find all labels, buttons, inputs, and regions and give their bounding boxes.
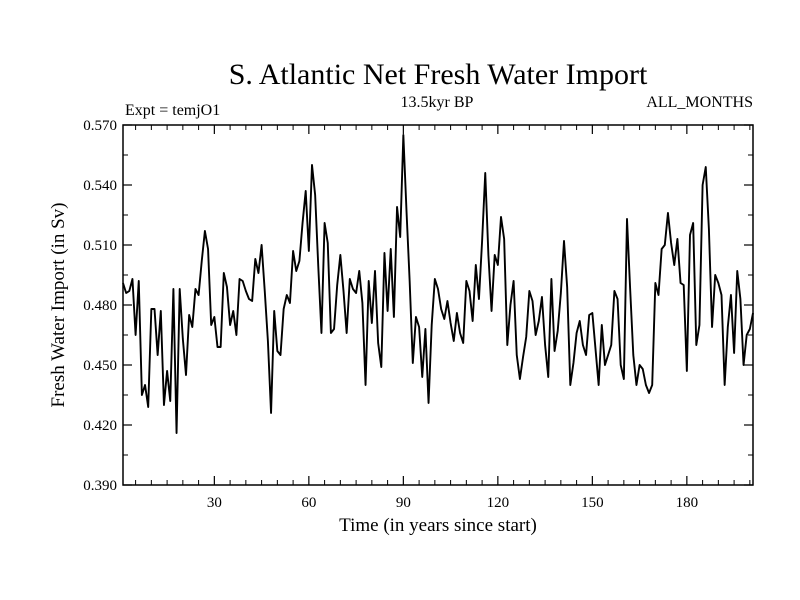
plot-frame [122, 124, 754, 486]
x-tick-label: 150 [581, 495, 604, 511]
chart-title: S. Atlantic Net Fresh Water Import [229, 58, 648, 91]
y-axis-ticks: 0.390 0.420 0.450 0.480 0.510 0.540 0.570 [83, 118, 753, 494]
x-tick-label: 180 [676, 495, 699, 511]
x-tick-label: 120 [487, 495, 510, 511]
y-tick-label: 0.510 [83, 238, 117, 254]
y-tick-label: 0.390 [83, 478, 117, 494]
x-tick-label: 30 [207, 495, 222, 511]
x-tick-label: 90 [396, 495, 411, 511]
y-tick-label: 0.540 [83, 178, 117, 194]
y-tick-label: 0.480 [83, 298, 117, 314]
series-line [122, 134, 754, 434]
x-axis-label: Time (in years since start) [339, 515, 537, 536]
x-tick-label: 60 [301, 495, 316, 511]
y-tick-label: 0.450 [83, 358, 117, 374]
y-tick-label: 0.420 [83, 418, 117, 434]
x-axis-ticks: 30 60 90 120 150 180 [135, 125, 751, 511]
period-label: 13.5kyr BP [401, 94, 474, 111]
y-tick-label: 0.570 [83, 118, 117, 134]
y-axis-label: Fresh Water Import (in Sv) [48, 203, 69, 408]
months-label: ALL_MONTHS [646, 94, 753, 111]
experiment-label: Expt = temjO1 [125, 102, 220, 119]
